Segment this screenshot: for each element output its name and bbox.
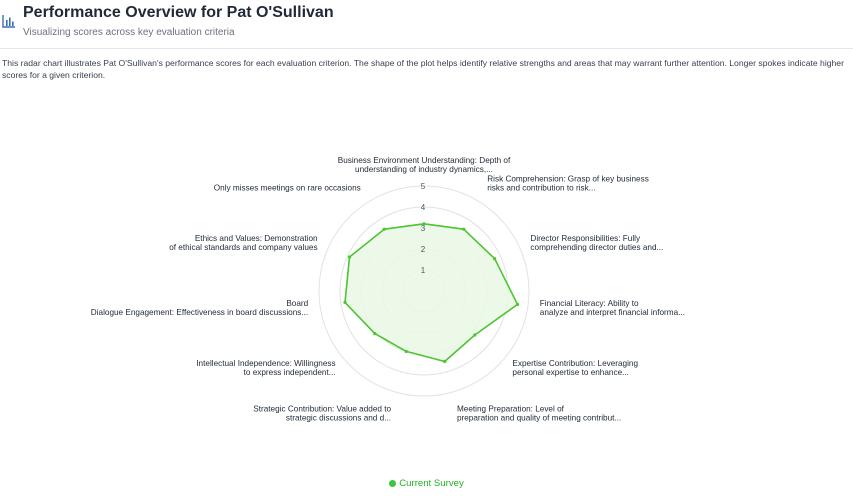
bar-chart-icon <box>2 15 15 28</box>
page-title: Performance Overview for Pat O'Sullivan <box>23 4 334 21</box>
axis-label-9-line-1: of ethical standards and company values <box>169 243 317 252</box>
axis-label-7-line-0: Intellectual Independence: Willingness <box>196 359 335 368</box>
axis-label-4-line-0: Expertise Contribution: Leveraging <box>512 359 638 368</box>
grid-ring-5 <box>318 185 530 397</box>
axis-label-8-line-1: Dialogue Engagement: Effectiveness in bo… <box>91 308 308 317</box>
axis-label-6-line-1: strategic discussions and d... <box>286 413 391 422</box>
axis-label-1-line-1: risks and contribution to risk... <box>487 184 595 193</box>
axis-label-9-line-0: Ethics and Values: Demonstration <box>195 234 318 243</box>
axis-label-10-line-0: Only misses meetings on rare occasions <box>214 184 361 193</box>
chart-legend[interactable]: Current Survey <box>0 478 853 489</box>
data-point-8 <box>343 300 347 304</box>
tick-label-1: 1 <box>421 266 426 275</box>
axis-label-1-line-0: Risk Comprehension: Grasp of key busines… <box>487 175 649 184</box>
axis-label-7-line-1: to express independent... <box>244 368 336 377</box>
tick-label-4: 4 <box>421 203 426 212</box>
axis-label-3-line-1: analyze and interpret financial informa.… <box>540 308 685 317</box>
data-point-3 <box>515 302 520 307</box>
data-point-9 <box>347 255 352 259</box>
axis-label-5-line-1: preparation and quality of meeting contr… <box>457 413 621 422</box>
data-point-5 <box>443 359 447 364</box>
data-point-1 <box>462 227 466 231</box>
axis-label-2-line-0: Director Responsibilities: Fully <box>530 234 641 243</box>
tick-label-2: 2 <box>421 245 426 254</box>
axis-label-0-line-0: Business Environment Understanding: Dept… <box>338 156 511 165</box>
page-subtitle: Visualizing scores across key evaluation… <box>23 27 235 38</box>
axis-label-2-line-1: comprehending director duties and... <box>530 243 663 252</box>
axis-label-4-line-1: personal expertise to enhance... <box>512 368 629 377</box>
series-area-0 <box>344 223 519 363</box>
tick-label-5: 5 <box>421 182 426 191</box>
axis-label-8-line-0: Board <box>286 299 308 308</box>
axis-label-3-line-0: Financial Literacy: Ability to <box>540 299 639 308</box>
legend-swatch <box>389 479 397 487</box>
legend-label-current-survey: Current Survey <box>399 478 464 489</box>
data-point-4 <box>473 333 477 337</box>
data-point-2 <box>493 257 497 261</box>
axis-label-0-line-1: understanding of industry dynamics,... <box>355 165 493 174</box>
axis-label-6-line-0: Strategic Contribution: Value added to <box>253 404 391 413</box>
chart-description: This radar chart illustrates Pat O'Sulli… <box>2 58 844 80</box>
axis-label-5-line-0: Meeting Preparation: Level of <box>457 404 565 413</box>
data-point-7 <box>373 332 377 336</box>
data-point-6 <box>404 349 408 354</box>
data-point-0 <box>422 222 426 226</box>
tick-label-3: 3 <box>421 224 426 233</box>
data-point-10 <box>382 227 386 231</box>
page-header: Performance Overview for Pat O'Sullivan … <box>0 0 853 49</box>
